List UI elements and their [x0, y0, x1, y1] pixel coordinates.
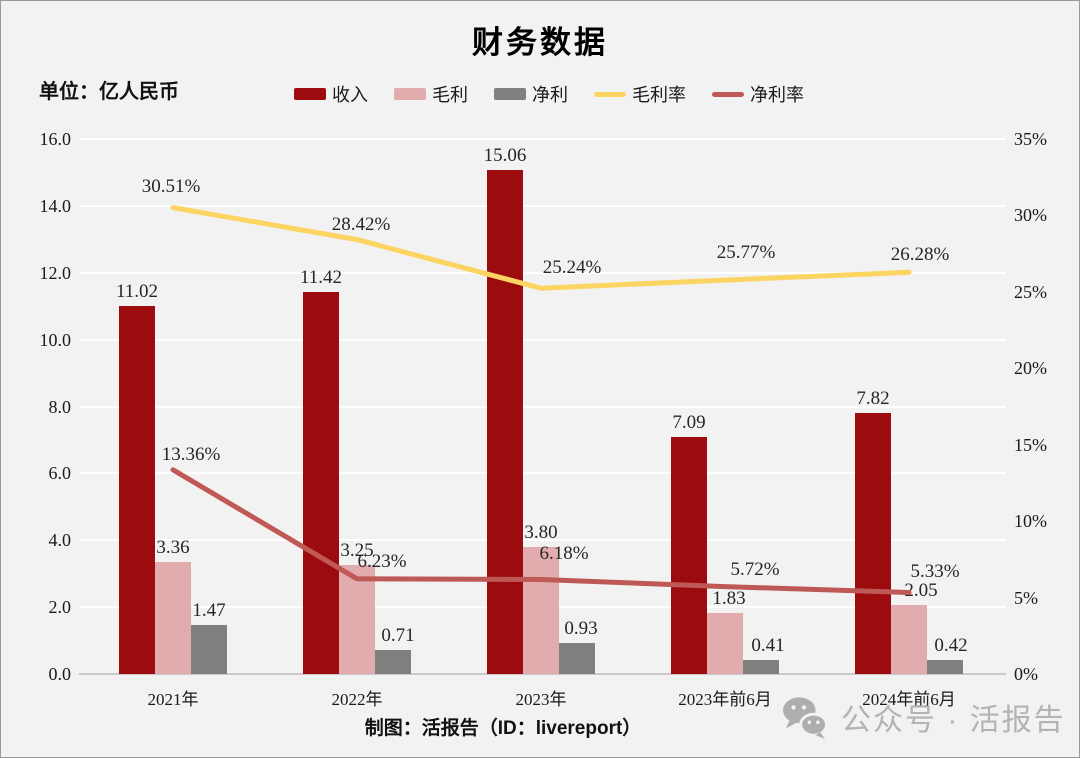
line-value-label: 6.18% [539, 542, 589, 564]
left-axis-tick: 2.0 [48, 597, 72, 618]
legend-swatch-bar [394, 88, 426, 100]
right-axis-tick: 15% [1014, 434, 1047, 455]
right-axis-tick: 0% [1014, 664, 1038, 684]
bar-value-label: 11.02 [115, 280, 159, 302]
left-axis-tick: 10.0 [39, 329, 72, 350]
bar-value-label: 7.09 [672, 411, 706, 433]
bar-value-label: 3.36 [156, 536, 190, 558]
bar-收入-2024年前6月 [855, 412, 891, 674]
right-axis-tick: 30% [1014, 205, 1047, 226]
bar-value-label: 0.93 [564, 617, 598, 639]
right-axis-tick: 10% [1014, 511, 1047, 532]
line-value-label: 25.24% [542, 257, 602, 279]
bar-value-label: 3.80 [524, 521, 558, 543]
gridline [79, 204, 1006, 207]
gridline [79, 138, 1006, 140]
bar-value-label: 1.83 [712, 587, 746, 609]
left-axis-tick: 16.0 [39, 129, 72, 149]
bar-value-label: 11.42 [299, 267, 343, 289]
right-axis-tick: 5% [1014, 587, 1038, 608]
legend-item-毛利: 毛利 [394, 81, 468, 107]
bar-毛利-2024年前6月 [891, 605, 927, 674]
bar-value-label: 0.41 [751, 635, 785, 657]
bar-收入-2023年 [487, 170, 523, 674]
left-axis-tick: 4.0 [48, 530, 72, 551]
legend-label: 毛利 [432, 85, 468, 105]
legend-label: 净利率 [750, 85, 804, 105]
bar-净利-2023年 [559, 642, 595, 674]
legend-swatch-line [594, 91, 626, 97]
bar-value-label: 15.06 [483, 145, 527, 167]
x-axis-label: 2023年前6月 [678, 690, 772, 709]
right-axis-tick: 25% [1014, 281, 1047, 302]
x-axis-label: 2022年 [331, 690, 383, 709]
line-value-label: 5.72% [730, 558, 780, 580]
legend-label: 收入 [332, 85, 368, 105]
right-axis-tick: 20% [1014, 358, 1047, 379]
legend-item-毛利率: 毛利率 [594, 81, 686, 107]
bar-value-label: 7.82 [856, 387, 890, 409]
bar-value-label: 0.42 [934, 634, 968, 656]
gridline [79, 338, 1006, 341]
bar-收入-2022年 [303, 292, 339, 674]
legend-item-净利率: 净利率 [712, 81, 804, 107]
legend-swatch-bar [294, 88, 326, 100]
gridline [79, 405, 1006, 408]
legend-item-收入: 收入 [294, 81, 368, 107]
x-axis-label: 2024年前6月 [862, 690, 956, 709]
bar-value-label: 0.71 [381, 625, 415, 647]
legend-swatch-line [712, 91, 744, 97]
left-axis-tick: 8.0 [48, 396, 72, 417]
x-axis-label: 2023年 [515, 690, 567, 709]
right-axis-tick: 35% [1014, 129, 1047, 149]
line-value-label: 5.33% [910, 560, 960, 582]
footer-credit: 制图：活报告（ID：livereport） [364, 718, 642, 739]
legend-item-净利: 净利 [494, 81, 568, 107]
left-axis-tick: 0.0 [48, 664, 72, 684]
bar-净利-2023年前6月 [743, 660, 779, 674]
left-axis-tick: 12.0 [39, 262, 72, 283]
wechat-icon [783, 697, 828, 739]
bar-净利-2021年 [191, 624, 227, 674]
watermark-text: 公众号 · 活报告 [841, 704, 1066, 737]
line-value-label: 30.51% [141, 175, 201, 197]
legend: 收入 毛利 净利 毛利率 净利率 [294, 81, 804, 107]
bar-value-label: 1.47 [192, 599, 226, 621]
bar-净利-2022年 [375, 650, 411, 674]
line-value-label: 25.77% [716, 242, 776, 264]
page-title: 财务数据 [472, 25, 608, 60]
bar-毛利-2023年前6月 [707, 612, 743, 674]
watermark: 公众号 · 活报告 [781, 695, 1066, 739]
line-value-label: 26.28% [890, 244, 950, 266]
x-axis-label: 2021年 [147, 690, 199, 709]
line-value-label: 6.23% [357, 550, 407, 572]
bar-收入-2023年前6月 [671, 436, 707, 674]
legend-swatch-bar [494, 88, 526, 100]
legend-label: 毛利率 [632, 85, 686, 105]
bar-毛利-2021年 [155, 561, 191, 674]
bar-收入-2021年 [119, 305, 155, 674]
left-axis-tick: 6.0 [48, 463, 72, 484]
line-value-label: 28.42% [331, 213, 391, 235]
legend-label: 净利 [532, 85, 568, 105]
bar-毛利-2022年 [339, 565, 375, 674]
unit-label: 单位：亿人民币 [39, 81, 179, 103]
line-value-label: 13.36% [161, 443, 221, 465]
bar-value-label: 2.05 [904, 580, 938, 602]
bar-净利-2024年前6月 [927, 659, 963, 674]
bar-毛利-2023年 [523, 546, 559, 674]
left-axis-tick: 14.0 [39, 195, 72, 216]
